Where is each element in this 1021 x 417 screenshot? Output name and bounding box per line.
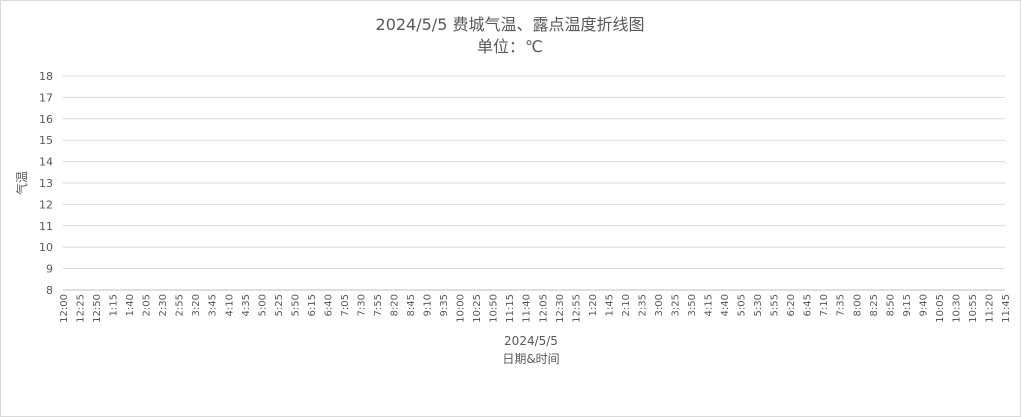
- x-tick-label: 5:05: [737, 294, 748, 316]
- x-tick-label: 11:40: [522, 294, 533, 323]
- x-tick-label: 6:20: [786, 294, 797, 316]
- x-tick-label: 6:45: [803, 294, 814, 316]
- y-tick-label: 10: [39, 241, 53, 254]
- x-tick-label: 3:00: [654, 294, 665, 316]
- x-tick-label: 7:05: [340, 294, 351, 316]
- y-tick-label: 18: [39, 70, 53, 83]
- x-tick-label: 10:00: [456, 294, 467, 323]
- x-tick-label: 5:55: [770, 294, 781, 316]
- x-tick-label: 9:40: [918, 294, 929, 316]
- x-tick-label: 6:40: [323, 294, 334, 316]
- x-tick-label: 8:00: [852, 294, 863, 316]
- x-tick-label: 5:00: [257, 294, 268, 316]
- x-tick-labels: 12:00 12:25 12:50 1:15 1:40 2:05 2:30 2:55 3:20 3…: [59, 294, 1012, 323]
- x-tick-label: 11:20: [984, 294, 995, 323]
- y-tick-label: 14: [39, 156, 53, 169]
- x-tick-label: 3:25: [670, 294, 681, 316]
- x-tick-label: 3:20: [191, 294, 202, 316]
- x-tick-label: 4:10: [224, 294, 235, 316]
- x-tick-label: 8:25: [869, 294, 880, 316]
- y-tick-label: 11: [39, 220, 53, 233]
- chart-title: 2024/5/5 费城气温、露点温度折线图: [376, 15, 645, 34]
- x-tick-label: 8:45: [406, 294, 417, 316]
- y-axis-label: 气温: [14, 171, 29, 195]
- x-tick-label: 3:50: [687, 294, 698, 316]
- x-tick-label: 1:20: [588, 294, 599, 316]
- x-tick-label: 10:25: [472, 294, 483, 323]
- x-tick-label: 2:55: [175, 294, 186, 316]
- x-tick-label: 3:45: [208, 294, 219, 316]
- x-tick-label: 12:55: [571, 294, 582, 323]
- chart-subtitle: 单位：℃: [477, 37, 543, 56]
- x-tick-label: 10:30: [951, 294, 962, 323]
- y-tick-label: 16: [39, 113, 53, 126]
- x-tick-label: 11:45: [1001, 294, 1012, 323]
- x-axis-label: 日期&时间: [502, 352, 559, 366]
- y-tick-labels: 8 9 10 11 12 13 14 15 16 17 18: [39, 70, 53, 297]
- x-tick-label: 6:15: [307, 294, 318, 316]
- y-tick-label: 12: [39, 198, 53, 211]
- x-tick-label: 5:50: [290, 294, 301, 316]
- x-tick-label: 7:35: [836, 294, 847, 316]
- x-tick-label: 12:50: [92, 294, 103, 323]
- x-tick-label: 2:05: [142, 294, 153, 316]
- x-axis-group-label: 2024/5/5: [504, 334, 558, 348]
- x-tick-label: 4:40: [720, 294, 731, 316]
- x-tick-label: 10:55: [968, 294, 979, 323]
- x-tick-label: 7:55: [373, 294, 384, 316]
- x-tick-label: 10:50: [489, 294, 500, 323]
- x-tick-label: 10:05: [935, 294, 946, 323]
- x-tick-label: 12:05: [538, 294, 549, 323]
- y-tick-label: 8: [46, 284, 53, 297]
- x-tick-label: 12:25: [76, 294, 87, 323]
- y-tick-label: 13: [39, 177, 53, 190]
- x-tick-label: 8:50: [885, 294, 896, 316]
- y-tick-label: 9: [46, 263, 53, 276]
- x-tick-label: 1:45: [604, 294, 615, 316]
- x-tick-label: 8:20: [390, 294, 401, 316]
- x-tick-label: 12:30: [555, 294, 566, 323]
- x-tick-label: 1:40: [125, 294, 136, 316]
- x-tick-label: 2:35: [637, 294, 648, 316]
- x-tick-label: 9:15: [902, 294, 913, 316]
- x-tick-label: 2:30: [158, 294, 169, 316]
- x-tick-label: 2:10: [621, 294, 632, 316]
- x-tick-label: 12:00: [59, 294, 70, 323]
- x-tick-label: 1:15: [109, 294, 120, 316]
- x-tick-label: 5:30: [753, 294, 764, 316]
- x-tick-label: 7:10: [819, 294, 830, 316]
- x-tick-label: 5:25: [274, 294, 285, 316]
- x-tick-label: 9:10: [423, 294, 434, 316]
- x-tick-label: 4:35: [241, 294, 252, 316]
- x-tick-label: 7:30: [356, 294, 367, 316]
- y-tick-label: 17: [39, 91, 53, 104]
- x-tick-label: 4:15: [704, 294, 715, 316]
- x-tick-label: 9:35: [439, 294, 450, 316]
- x-tick-label: 11:15: [505, 294, 516, 323]
- y-tick-label: 15: [39, 134, 53, 147]
